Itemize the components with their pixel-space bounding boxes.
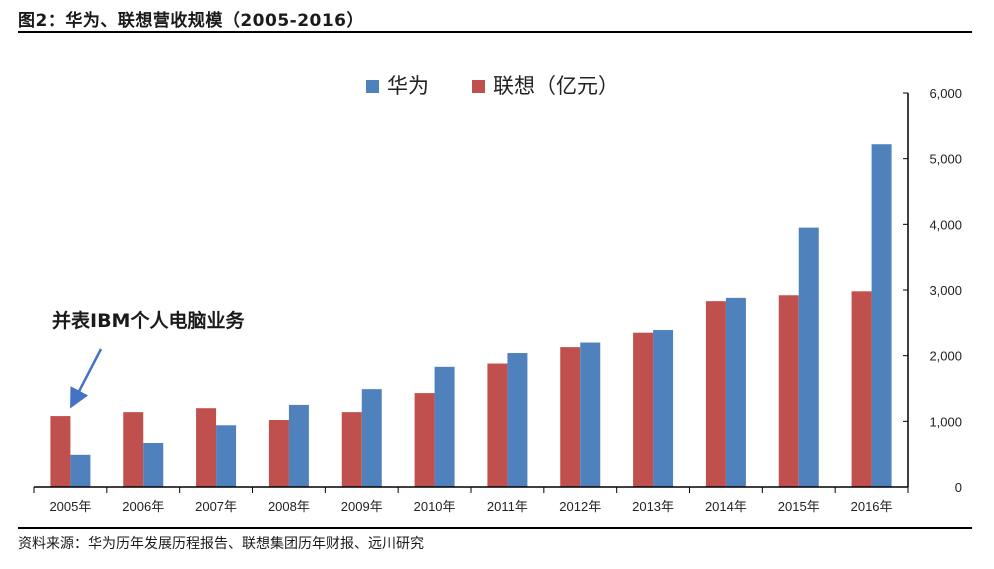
bar-huawei-2013 [653, 330, 674, 487]
bar-lenovo-2005 [50, 416, 71, 487]
bar-lenovo-2012 [560, 347, 581, 487]
bar-huawei-2015 [798, 227, 819, 487]
legend-label-huawei: 华为 [387, 74, 429, 98]
legend-swatch-lenovo [472, 80, 485, 93]
y-tick-label: 6,000 [929, 86, 962, 101]
chart-legend: 华为 联想（亿元） [366, 74, 619, 98]
x-tick-label: 2008年 [268, 499, 310, 514]
title-rule [18, 31, 972, 33]
x-tick-label: 2010年 [414, 499, 456, 514]
bar-huawei-2016 [871, 144, 892, 487]
y-tick-label: 1,000 [929, 414, 962, 429]
bar-lenovo-2015 [778, 295, 799, 487]
y-tick-label: 3,000 [929, 283, 962, 298]
bars-layer [50, 144, 892, 487]
bar-lenovo-2008 [268, 420, 289, 487]
figure-title: 图2：华为、联想营收规模（2005-2016） [18, 11, 365, 31]
bar-huawei-2009 [361, 389, 382, 487]
axes-layer: 2005年 2006年 2007年 2008年 2009年 2010年 2011年 2012年… [33, 86, 962, 514]
source-note: 资料来源：华为历年发展历程报告、联想集团历年财报、远川研究 [18, 536, 424, 552]
bar-lenovo-2010 [414, 393, 435, 487]
bar-lenovo-2009 [341, 412, 362, 487]
bar-lenovo-2016 [851, 291, 872, 487]
annotation-text: 并表IBM个人电脑业务 [52, 309, 245, 332]
y-tick-label: 5,000 [929, 152, 962, 167]
legend-swatch-huawei [366, 80, 379, 93]
y-tick-label: 4,000 [929, 217, 962, 232]
x-tick-label: 2007年 [195, 499, 237, 514]
x-tick-label: 2012年 [559, 499, 601, 514]
x-tick-label: 2006年 [122, 499, 164, 514]
bar-huawei-2012 [580, 342, 601, 487]
x-tick-label: 2013年 [632, 499, 674, 514]
bar-lenovo-2007 [196, 408, 217, 487]
x-tick-label: 2009年 [341, 499, 383, 514]
bar-huawei-2014 [725, 297, 746, 487]
bar-huawei-2008 [288, 404, 309, 487]
bar-lenovo-2014 [705, 301, 726, 487]
bar-huawei-2005 [70, 454, 91, 487]
bar-lenovo-2013 [633, 332, 654, 487]
annotation-layer: 并表IBM个人电脑业务 [52, 309, 245, 409]
source-rule [18, 527, 972, 529]
legend-label-lenovo: 联想（亿元） [493, 74, 619, 98]
x-tick-label: 2014年 [705, 499, 747, 514]
x-tick-label: 2011年 [487, 499, 528, 514]
bar-lenovo-2006 [123, 412, 144, 487]
bar-huawei-2011 [507, 353, 528, 487]
bar-lenovo-2011 [487, 363, 508, 487]
bar-huawei-2007 [216, 425, 237, 487]
x-tick-label: 2015年 [778, 499, 820, 514]
x-tick-label: 2005年 [49, 499, 91, 514]
x-tick-label: 2016年 [851, 499, 893, 514]
y-tick-label: 0 [955, 480, 962, 495]
y-tick-label: 2,000 [929, 349, 962, 364]
bar-huawei-2010 [434, 366, 455, 487]
annotation-arrow [70, 348, 103, 409]
bar-huawei-2006 [143, 443, 164, 487]
